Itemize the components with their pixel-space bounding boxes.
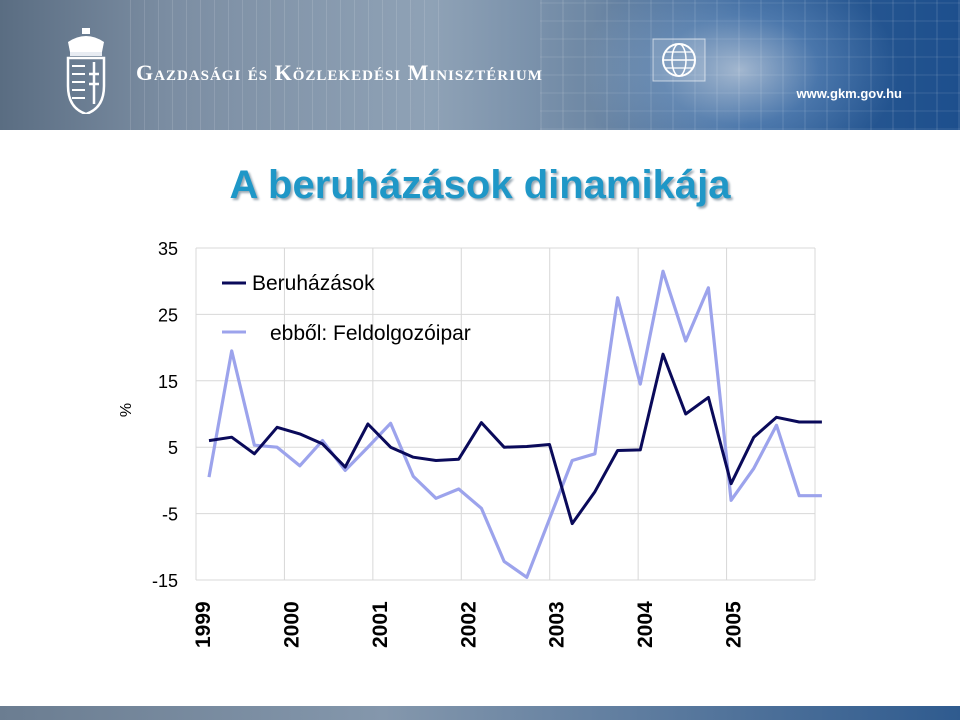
y-axis-ticks: 35 25 15 5 -5 -15 <box>152 239 178 591</box>
x-axis-ticks: 1999 2000 2001 2002 2003 2004 2005 <box>192 601 746 648</box>
y-axis-label: % <box>118 403 135 417</box>
chart-legend: Beruházások ebből: Feldolgozóipar <box>222 272 471 345</box>
footer-bar <box>0 706 960 720</box>
website-url: www.gkm.gov.hu <box>796 86 902 101</box>
coat-of-arms-icon <box>66 28 106 114</box>
legend-label-beruhazasok: Beruházások <box>252 272 375 295</box>
globe-icon <box>652 38 706 82</box>
y-tick-label: 25 <box>158 305 178 325</box>
y-tick-label: 15 <box>158 372 178 392</box>
x-tick-label: 2002 <box>457 601 480 648</box>
y-tick-label: -5 <box>162 505 178 525</box>
y-tick-label: -15 <box>152 571 178 591</box>
series-line-beruhazasok <box>208 352 822 526</box>
x-tick-label: 1999 <box>192 601 215 648</box>
x-tick-label: 2005 <box>723 601 746 648</box>
x-tick-label: 2004 <box>634 601 657 648</box>
x-tick-label: 2000 <box>280 601 303 648</box>
banner-glow <box>580 0 900 130</box>
y-tick-label: 5 <box>168 438 178 458</box>
ministry-name: Gazdasági és Közlekedési Minisztérium <box>136 60 543 85</box>
header-banner: Gazdasági és Közlekedési Minisztérium ww… <box>0 0 960 130</box>
banner-decoration <box>130 0 450 130</box>
series-line-feldolgozoipar <box>207 269 822 579</box>
chart-series <box>207 269 822 579</box>
y-tick-label: 35 <box>158 239 178 259</box>
legend-label-feldolgozoipar: ebből: Feldolgozóipar <box>270 322 471 345</box>
x-tick-label: 2003 <box>546 601 569 648</box>
page-title: A beruházások dinamikája <box>229 163 731 207</box>
x-tick-label: 2001 <box>369 601 392 648</box>
